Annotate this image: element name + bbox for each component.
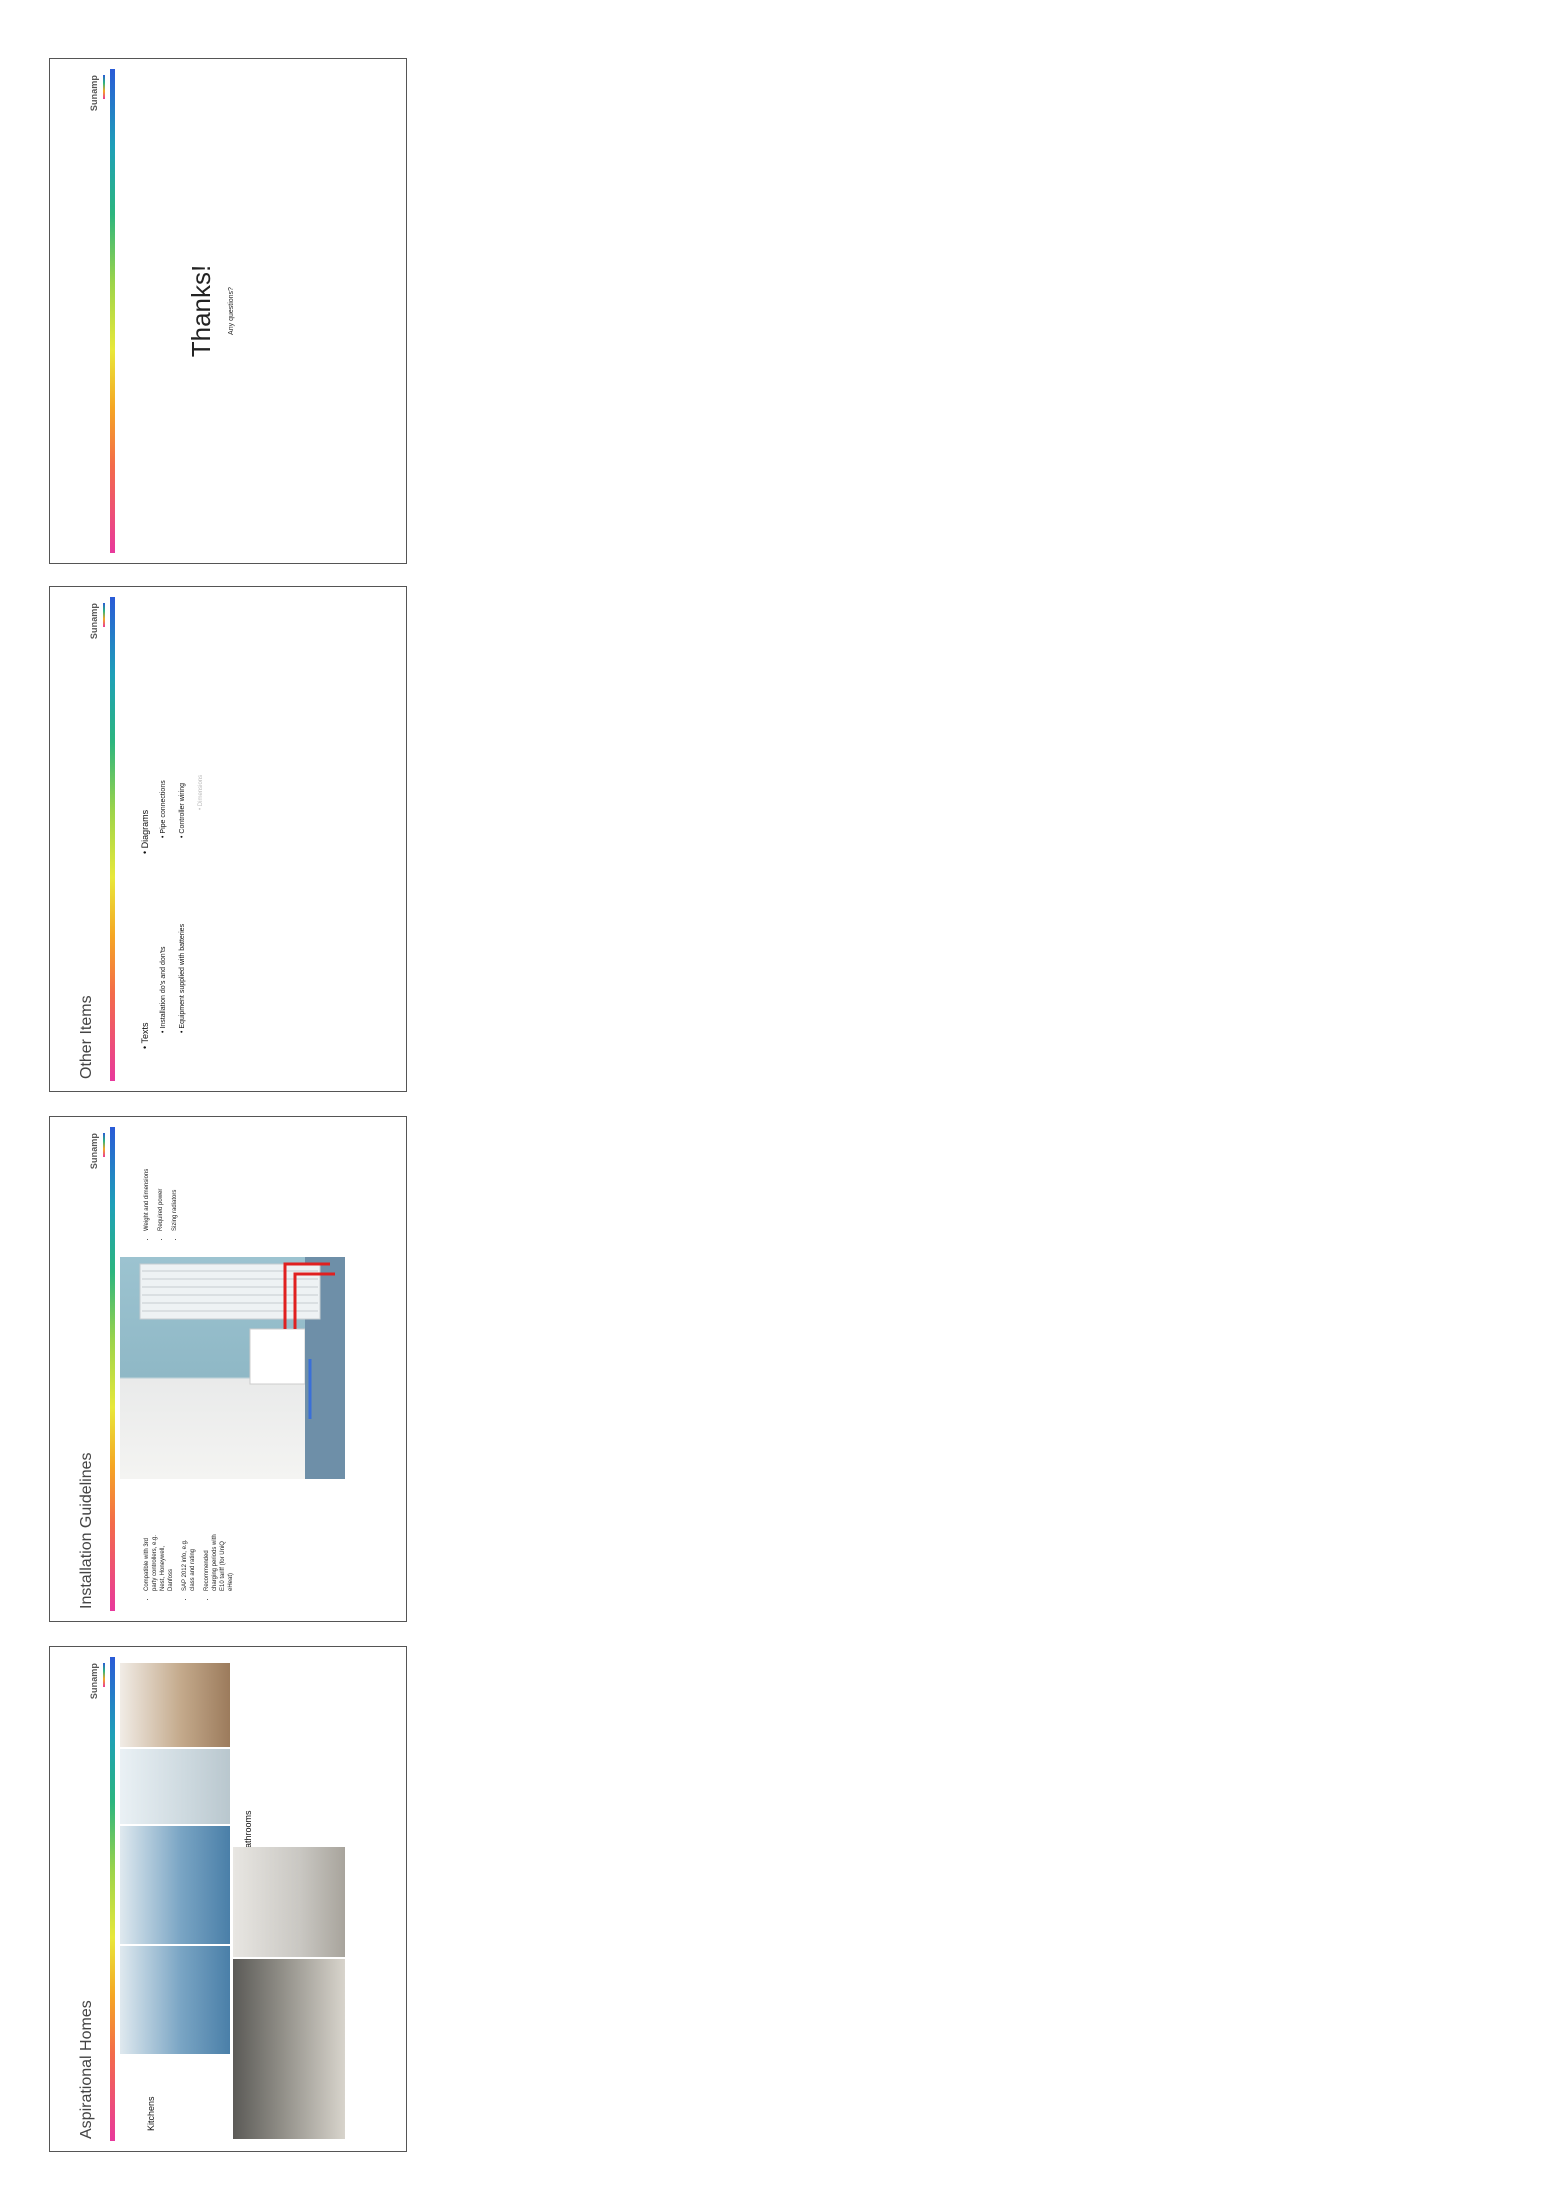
texts-heading: • Texts <box>140 1022 150 1049</box>
slide-aspirational-homes: Aspirational Homes Sunamp Kitchens Bathr… <box>49 1646 407 2152</box>
kitchens-label: Kitchens <box>146 2096 156 2131</box>
slide-title: Aspirational Homes <box>78 2000 95 2139</box>
kitchen-photo-2 <box>120 1826 230 1944</box>
texts-item-1-label: Installation do's and don'ts <box>160 946 167 1029</box>
rainbow-bar <box>110 1657 115 2141</box>
kitchen-photo-1 <box>120 1946 230 2054</box>
thanks-title: Thanks! <box>186 264 216 358</box>
left-bullet-3: Recommended charging periods with E10 ta… <box>203 1529 235 1591</box>
slide-thanks: Sunamp Thanks! Any questions? <box>49 58 407 564</box>
kitchen-photo-3 <box>120 1749 230 1824</box>
left-bullet-list: Compatible with 3rd party controllers, e… <box>143 1529 241 1599</box>
logo-text: Sunamp <box>89 75 99 112</box>
diagrams-subitem-label: Dimensions <box>198 774 204 807</box>
storage-unit <box>249 1328 306 1385</box>
thanks-subtitle: Any questions? <box>228 287 235 335</box>
diagrams-item-2: • Controller wiring <box>179 783 186 838</box>
installation-photo <box>120 1257 345 1479</box>
slide-title: Installation Guidelines <box>78 1452 95 1609</box>
sunamp-logo: Sunamp <box>84 1133 105 1169</box>
kitchen-photo-4 <box>120 1663 230 1747</box>
sunamp-logo: Sunamp <box>84 603 105 639</box>
right-bullet-1: Weight and dimensions <box>143 1129 151 1231</box>
right-bullet-2: Required power <box>157 1129 165 1231</box>
bathroom-photo-1 <box>233 1959 345 2139</box>
diagrams-item-1-label: Pipe connections <box>160 780 167 834</box>
texts-item-2-label: Equipment supplied with batteries <box>179 923 186 1029</box>
radiator <box>139 1263 321 1320</box>
right-bullet-list: Weight and dimensions Required power Siz… <box>143 1129 185 1239</box>
logo-underline <box>103 1133 105 1157</box>
bathroom-photo-2 <box>233 1847 345 1957</box>
left-bullet-1: Compatible with 3rd party controllers, e… <box>143 1529 175 1591</box>
diagrams-label: Diagrams <box>140 809 150 849</box>
diagrams-item-1: • Pipe connections <box>160 780 167 838</box>
texts-column: • Texts • Installation do's and don'ts •… <box>140 924 198 1049</box>
diagrams-column: • Diagrams • Pipe connections • Controll… <box>140 775 204 854</box>
slide-installation-guidelines: Installation Guidelines Sunamp Compatibl… <box>49 1116 407 1622</box>
rainbow-bar <box>110 69 115 553</box>
diagrams-subitem: • Dimensions <box>198 774 204 810</box>
logo-underline <box>103 1663 105 1687</box>
logo-underline <box>103 603 105 627</box>
installation-diagram <box>139 1257 345 1479</box>
logo-text: Sunamp <box>89 1663 99 1700</box>
texts-label: Texts <box>140 1022 150 1044</box>
logo-text: Sunamp <box>89 603 99 640</box>
left-bullet-2: SAP 2012 info, e.g. class and rating <box>181 1529 197 1591</box>
diagrams-item-2-label: Controller wiring <box>179 783 186 834</box>
rainbow-bar <box>110 597 115 1081</box>
sunamp-logo: Sunamp <box>84 75 105 111</box>
logo-underline <box>103 75 105 99</box>
diagrams-heading: • Diagrams <box>140 809 150 854</box>
right-bullet-3: Sizing radiators <box>171 1129 179 1231</box>
texts-item-1: • Installation do's and don'ts <box>160 946 167 1033</box>
flow-arrow-red-2 <box>293 1272 335 1329</box>
slide-other-items: Other Items Sunamp • Texts • Installatio… <box>49 586 407 1092</box>
slide-title: Other Items <box>78 995 95 1079</box>
rainbow-bar <box>110 1127 115 1611</box>
flow-arrow-red-1 <box>283 1262 330 1329</box>
sunamp-logo: Sunamp <box>84 1663 105 1699</box>
texts-item-2: • Equipment supplied with batteries <box>179 923 186 1033</box>
logo-text: Sunamp <box>89 1133 99 1170</box>
